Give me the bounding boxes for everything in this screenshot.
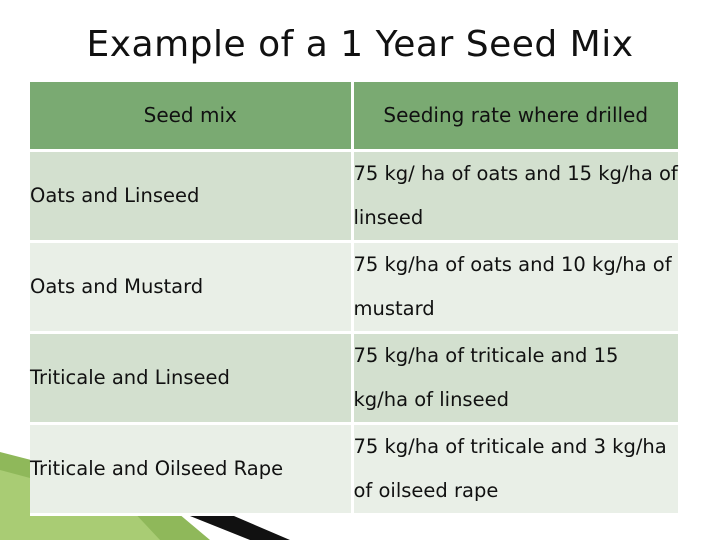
header-seed-mix: Seed mix bbox=[30, 82, 354, 152]
seed-mix-cell: Oats and Linseed bbox=[30, 150, 354, 243]
table-row: Oats and Mustard 75 kg/ha of oats and 10… bbox=[30, 241, 678, 334]
seeding-rate-cell: 75 kg/ha of oats and 10 kg/ha of mustard bbox=[352, 241, 678, 334]
page-title: Example of a 1 Year Seed Mix bbox=[86, 24, 634, 65]
seeding-rate-cell: 75 kg/ha of triticale and 3 kg/ha of oil… bbox=[352, 423, 678, 516]
seed-mix-cell: Triticale and Linseed bbox=[30, 332, 354, 425]
seed-mix-cell: Triticale and Oilseed Rape bbox=[30, 423, 354, 516]
table-row: Oats and Linseed 75 kg/ ha of oats and 1… bbox=[30, 150, 678, 243]
table-row: Triticale and Linseed 75 kg/ha of tritic… bbox=[30, 332, 678, 425]
table-header-row: Seed mix Seeding rate where drilled bbox=[30, 82, 678, 152]
table-row: Triticale and Oilseed Rape 75 kg/ha of t… bbox=[30, 423, 678, 516]
header-seeding-rate: Seeding rate where drilled bbox=[352, 82, 678, 152]
seed-mix-table: Seed mix Seeding rate where drilled Oats… bbox=[30, 82, 678, 516]
seeding-rate-cell: 75 kg/ha of triticale and 15 kg/ha of li… bbox=[352, 332, 678, 425]
seed-mix-cell: Oats and Mustard bbox=[30, 241, 354, 334]
seeding-rate-cell: 75 kg/ ha of oats and 15 kg/ha of linsee… bbox=[352, 150, 678, 243]
